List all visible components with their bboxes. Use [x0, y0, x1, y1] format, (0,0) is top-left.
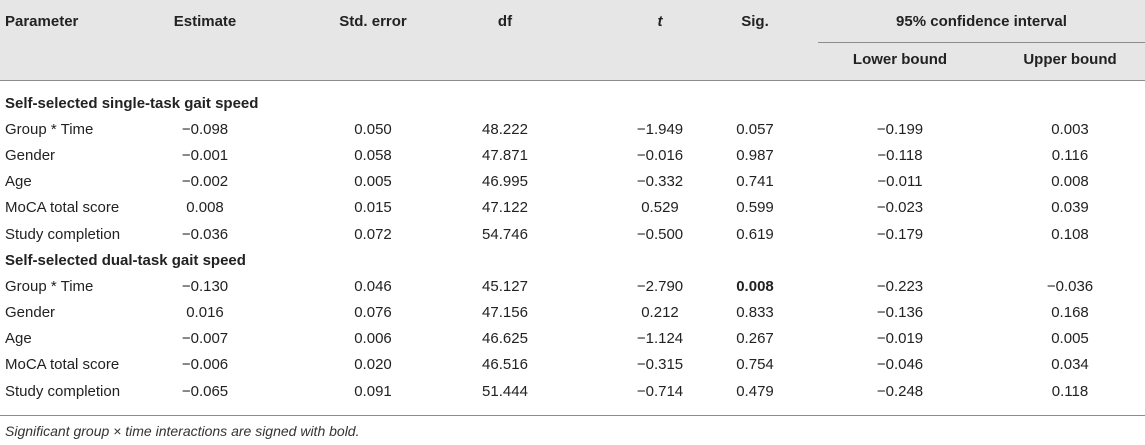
cell-sig: 0.833 [736, 304, 774, 322]
cell-lower-bound: −0.199 [876, 121, 924, 139]
cell-parameter: Group * Time [5, 121, 94, 139]
cell-df: 45.127 [482, 278, 528, 296]
cell-estimate: −0.036 [181, 225, 229, 243]
cell-lower-bound: −0.046 [876, 356, 924, 374]
cell-upper-bound: 0.168 [1051, 304, 1089, 322]
cell-sig: 0.479 [736, 382, 774, 400]
ci-header-divider [818, 42, 1145, 43]
cell-parameter: Study completion [5, 225, 121, 243]
header-std-error: Std. error [339, 13, 407, 30]
cell-t: −0.332 [636, 173, 684, 191]
cell-parameter: Gender [5, 147, 56, 165]
cell-t: −1.124 [636, 330, 684, 348]
header-t: t [657, 13, 663, 30]
cell-std-error: 0.076 [354, 304, 392, 322]
cell-parameter: Study completion [5, 382, 121, 400]
cell-parameter: Gender [5, 304, 56, 322]
cell-t: −0.016 [636, 147, 684, 165]
table-header-background [0, 0, 1145, 80]
cell-lower-bound: −0.223 [876, 278, 924, 296]
cell-estimate: −0.007 [181, 330, 229, 348]
cell-upper-bound: 0.039 [1051, 199, 1089, 217]
cell-estimate: 0.016 [186, 304, 224, 322]
cell-sig: 0.057 [736, 121, 774, 139]
cell-lower-bound: −0.248 [876, 382, 924, 400]
header-bottom-rule [0, 80, 1145, 81]
cell-df: 46.516 [482, 356, 528, 374]
cell-upper-bound: 0.008 [1051, 173, 1089, 191]
cell-lower-bound: −0.118 [877, 147, 923, 165]
cell-t: −0.714 [636, 382, 684, 400]
cell-upper-bound: 0.003 [1051, 121, 1089, 139]
cell-std-error: 0.046 [354, 278, 392, 296]
cell-std-error: 0.091 [354, 382, 392, 400]
header-estimate: Estimate [173, 13, 237, 30]
cell-df: 47.871 [482, 147, 528, 165]
header-confidence-interval: 95% confidence interval [896, 13, 1067, 30]
cell-upper-bound: 0.118 [1051, 382, 1089, 400]
cell-estimate: −0.006 [181, 356, 229, 374]
cell-parameter: MoCA total score [5, 199, 120, 217]
header-sig: Sig. [741, 13, 769, 30]
cell-estimate: −0.002 [181, 173, 229, 191]
cell-lower-bound: −0.179 [876, 225, 924, 243]
cell-sig: 0.741 [736, 173, 774, 191]
cell-std-error: 0.050 [354, 121, 392, 139]
cell-df: 47.122 [482, 199, 528, 217]
cell-std-error: 0.020 [354, 356, 392, 374]
cell-t: −0.315 [636, 356, 684, 374]
cell-t: −1.949 [636, 121, 684, 139]
header-lower-bound: Lower bound [852, 51, 948, 68]
cell-sig: 0.267 [736, 330, 774, 348]
cell-upper-bound: 0.005 [1051, 330, 1089, 348]
cell-upper-bound: 0.116 [1051, 147, 1089, 165]
cell-df: 47.156 [482, 304, 528, 322]
cell-df: 46.995 [482, 173, 528, 191]
cell-df: 46.625 [482, 330, 528, 348]
section-title: Self-selected dual-task gait speed [5, 252, 246, 269]
cell-df: 48.222 [482, 121, 528, 139]
cell-t: 0.529 [641, 199, 679, 217]
cell-estimate: 0.008 [186, 199, 224, 217]
cell-df: 51.444 [482, 382, 528, 400]
cell-parameter: Group * Time [5, 278, 94, 296]
cell-std-error: 0.015 [354, 199, 392, 217]
header-df: df [497, 13, 513, 30]
cell-df: 54.746 [482, 225, 528, 243]
cell-sig: 0.619 [736, 225, 774, 243]
cell-estimate: −0.130 [181, 278, 229, 296]
cell-t: 0.212 [641, 304, 679, 322]
cell-lower-bound: −0.136 [876, 304, 924, 322]
cell-upper-bound: −0.036 [1046, 278, 1094, 296]
cell-estimate: −0.098 [181, 121, 229, 139]
cell-sig: 0.008 [736, 278, 774, 296]
cell-upper-bound: 0.108 [1051, 225, 1089, 243]
cell-parameter: Age [5, 173, 32, 191]
header-upper-bound: Upper bound [1023, 51, 1117, 68]
cell-lower-bound: −0.011 [877, 173, 923, 191]
cell-sig: 0.599 [736, 199, 774, 217]
cell-std-error: 0.006 [354, 330, 392, 348]
table-bottom-rule [0, 415, 1145, 416]
cell-parameter: MoCA total score [5, 356, 120, 374]
cell-std-error: 0.005 [354, 173, 392, 191]
cell-estimate: −0.001 [181, 147, 229, 165]
cell-sig: 0.754 [736, 356, 774, 374]
cell-sig: 0.987 [736, 147, 774, 165]
section-title: Self-selected single-task gait speed [5, 95, 259, 112]
cell-upper-bound: 0.034 [1051, 356, 1089, 374]
cell-std-error: 0.072 [354, 225, 392, 243]
cell-t: −2.790 [636, 278, 684, 296]
cell-t: −0.500 [636, 225, 684, 243]
header-parameter: Parameter [5, 13, 79, 30]
cell-std-error: 0.058 [354, 147, 392, 165]
cell-lower-bound: −0.023 [876, 199, 924, 217]
footnote: Significant group × time interactions ar… [5, 423, 360, 439]
cell-parameter: Age [5, 330, 32, 348]
cell-estimate: −0.065 [181, 382, 229, 400]
cell-lower-bound: −0.019 [876, 330, 924, 348]
